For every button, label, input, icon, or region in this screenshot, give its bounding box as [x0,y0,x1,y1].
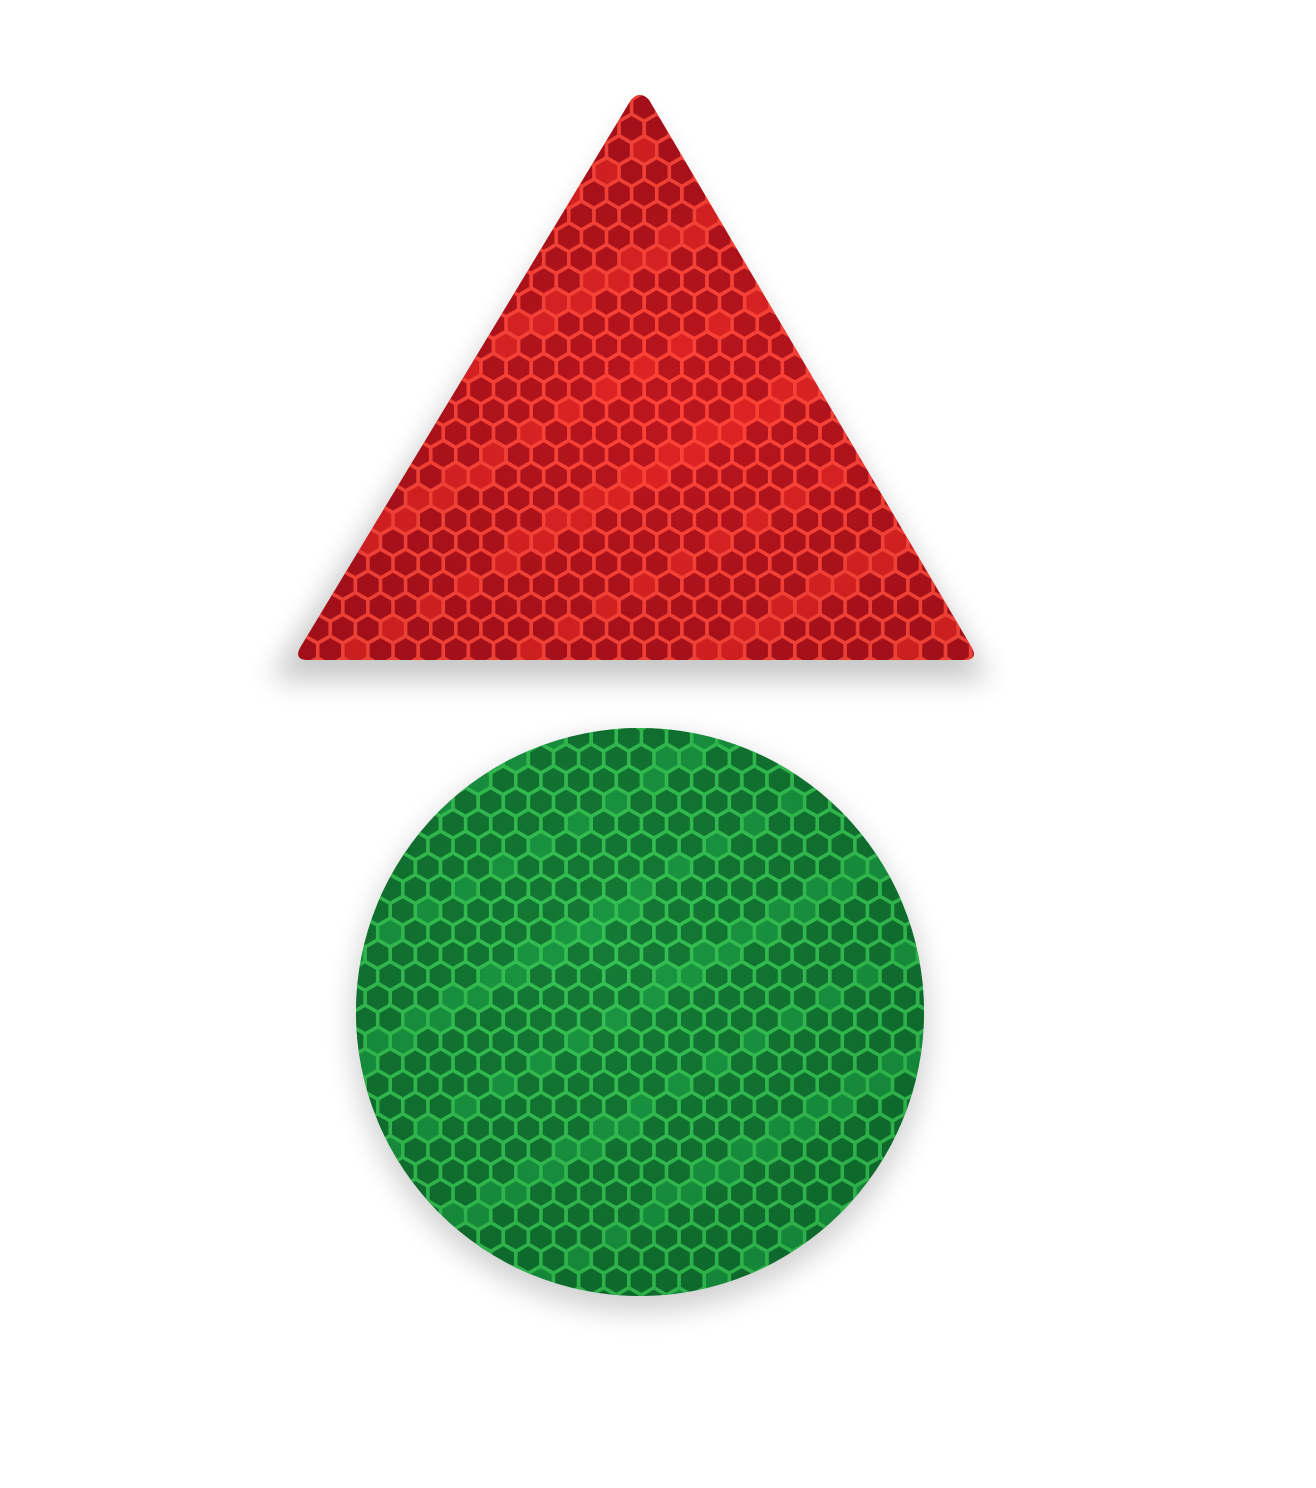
circle-sheen [356,728,924,1296]
